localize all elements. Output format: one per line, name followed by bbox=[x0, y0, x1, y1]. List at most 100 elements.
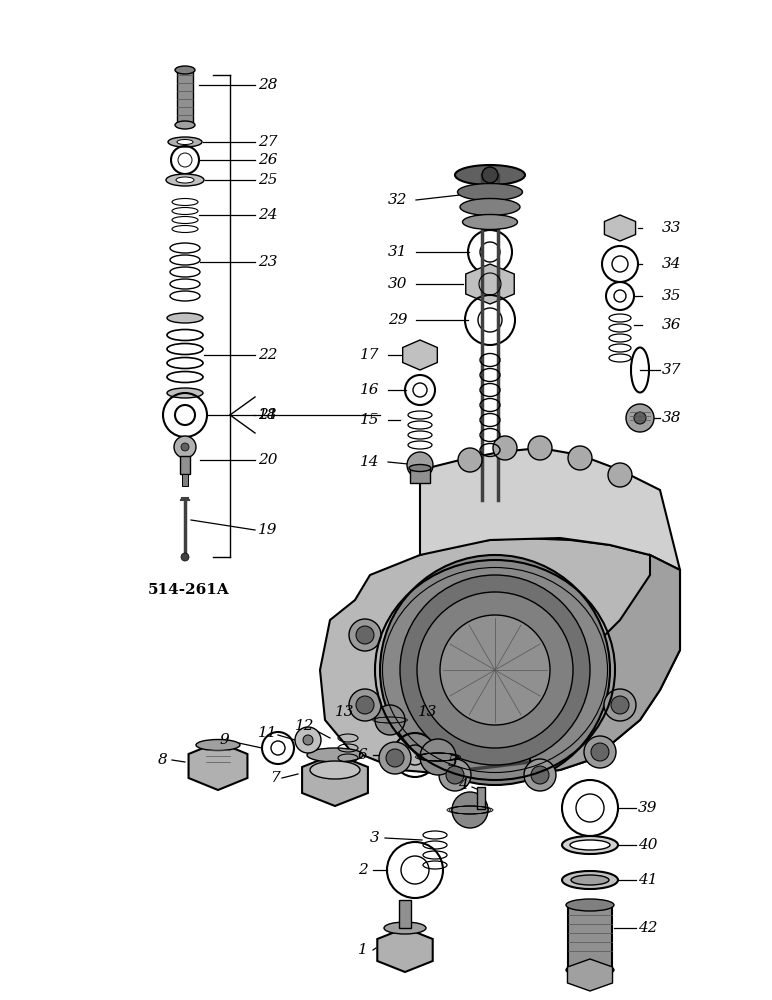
Bar bbox=[399, 900, 411, 928]
Circle shape bbox=[174, 436, 196, 458]
Polygon shape bbox=[320, 538, 680, 775]
Polygon shape bbox=[403, 340, 437, 370]
Ellipse shape bbox=[176, 177, 194, 183]
Text: 31: 31 bbox=[388, 245, 408, 259]
Text: 13: 13 bbox=[335, 705, 354, 719]
Circle shape bbox=[452, 792, 488, 828]
Ellipse shape bbox=[384, 922, 426, 934]
Circle shape bbox=[303, 735, 313, 745]
Circle shape bbox=[458, 448, 482, 472]
Circle shape bbox=[531, 766, 549, 784]
Circle shape bbox=[379, 742, 411, 774]
Text: 32: 32 bbox=[388, 193, 408, 207]
Circle shape bbox=[591, 743, 609, 761]
Circle shape bbox=[482, 167, 498, 183]
Ellipse shape bbox=[177, 139, 193, 144]
Text: 2: 2 bbox=[358, 863, 367, 877]
Ellipse shape bbox=[167, 388, 203, 398]
Text: 28: 28 bbox=[258, 78, 277, 92]
Text: 3: 3 bbox=[370, 831, 380, 845]
Circle shape bbox=[400, 575, 590, 765]
Ellipse shape bbox=[307, 748, 363, 762]
Circle shape bbox=[446, 766, 464, 784]
Ellipse shape bbox=[566, 964, 614, 976]
Text: 20: 20 bbox=[258, 453, 277, 467]
Text: 8: 8 bbox=[158, 753, 168, 767]
Text: 12: 12 bbox=[295, 719, 314, 733]
Circle shape bbox=[626, 404, 654, 432]
Text: 37: 37 bbox=[662, 363, 682, 377]
Polygon shape bbox=[510, 555, 680, 775]
Text: 34: 34 bbox=[662, 257, 682, 271]
Text: 21: 21 bbox=[258, 408, 277, 422]
Circle shape bbox=[181, 443, 189, 451]
Circle shape bbox=[349, 689, 381, 721]
Text: 15: 15 bbox=[360, 413, 380, 427]
Circle shape bbox=[181, 553, 189, 561]
Bar bbox=[182, 474, 188, 486]
Bar bbox=[177, 70, 193, 125]
Text: 33: 33 bbox=[662, 221, 682, 235]
Polygon shape bbox=[604, 215, 635, 241]
Bar bbox=[410, 468, 430, 483]
Ellipse shape bbox=[458, 184, 523, 200]
Circle shape bbox=[608, 463, 632, 487]
Bar bbox=[477, 787, 485, 809]
Bar bbox=[180, 456, 190, 474]
Text: 6: 6 bbox=[358, 748, 367, 762]
Text: 514-261A: 514-261A bbox=[148, 583, 230, 597]
Ellipse shape bbox=[409, 464, 431, 472]
Circle shape bbox=[611, 696, 629, 714]
Text: 27: 27 bbox=[258, 135, 277, 149]
Text: 16: 16 bbox=[360, 383, 380, 397]
Text: 36: 36 bbox=[662, 318, 682, 332]
Ellipse shape bbox=[462, 215, 517, 230]
Circle shape bbox=[356, 696, 374, 714]
Circle shape bbox=[604, 689, 636, 721]
Polygon shape bbox=[466, 264, 514, 304]
Circle shape bbox=[493, 436, 517, 460]
Text: 38: 38 bbox=[662, 411, 682, 425]
Ellipse shape bbox=[175, 66, 195, 74]
Text: 35: 35 bbox=[662, 289, 682, 303]
Text: 25: 25 bbox=[258, 173, 277, 187]
Ellipse shape bbox=[175, 121, 195, 129]
Ellipse shape bbox=[460, 198, 520, 216]
Text: 40: 40 bbox=[638, 838, 658, 852]
Text: 13: 13 bbox=[418, 705, 438, 719]
Ellipse shape bbox=[455, 165, 525, 185]
Text: 18: 18 bbox=[258, 408, 277, 422]
Text: 11: 11 bbox=[258, 726, 277, 740]
Ellipse shape bbox=[562, 836, 618, 854]
Ellipse shape bbox=[166, 174, 204, 186]
Text: 5: 5 bbox=[448, 755, 458, 769]
Polygon shape bbox=[378, 928, 433, 972]
Text: 1: 1 bbox=[358, 943, 367, 957]
Ellipse shape bbox=[571, 875, 609, 885]
Ellipse shape bbox=[562, 871, 618, 889]
Ellipse shape bbox=[310, 761, 360, 779]
Circle shape bbox=[568, 446, 592, 470]
Text: 4: 4 bbox=[458, 778, 468, 792]
Text: 42: 42 bbox=[638, 921, 658, 935]
Circle shape bbox=[349, 619, 381, 651]
Circle shape bbox=[375, 705, 405, 735]
Text: 29: 29 bbox=[388, 313, 408, 327]
Polygon shape bbox=[302, 754, 368, 806]
Text: 7: 7 bbox=[270, 771, 279, 785]
Circle shape bbox=[380, 555, 610, 785]
Text: 23: 23 bbox=[258, 255, 277, 269]
Ellipse shape bbox=[168, 137, 202, 147]
Ellipse shape bbox=[196, 740, 240, 750]
Circle shape bbox=[440, 615, 550, 725]
Text: 30: 30 bbox=[388, 277, 408, 291]
Text: 26: 26 bbox=[258, 153, 277, 167]
Circle shape bbox=[528, 436, 552, 460]
Circle shape bbox=[407, 452, 433, 478]
Circle shape bbox=[295, 727, 321, 753]
Circle shape bbox=[417, 592, 573, 748]
Text: 14: 14 bbox=[360, 455, 380, 469]
Circle shape bbox=[524, 759, 556, 791]
Text: 9: 9 bbox=[220, 733, 230, 747]
Polygon shape bbox=[420, 448, 680, 570]
